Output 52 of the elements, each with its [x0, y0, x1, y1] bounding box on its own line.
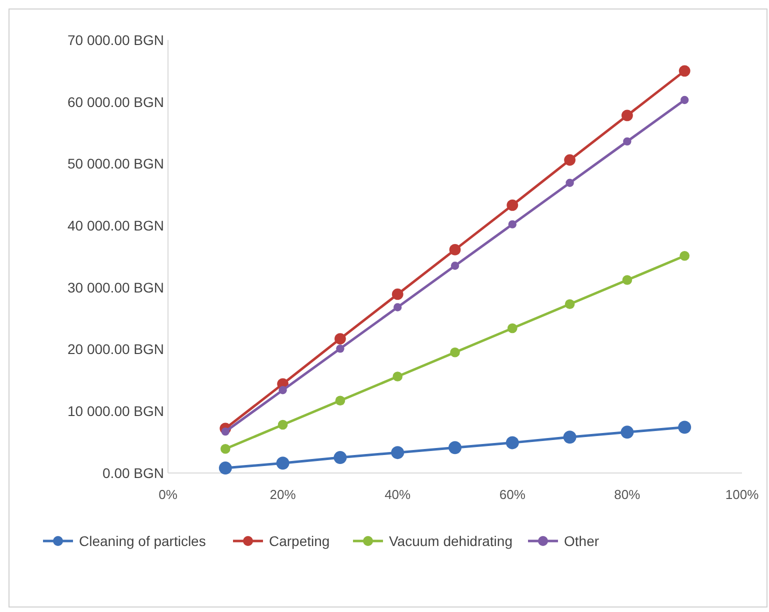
point — [678, 420, 692, 434]
point — [276, 456, 290, 470]
point — [335, 396, 346, 406]
point — [508, 220, 516, 228]
point — [564, 154, 576, 166]
point — [334, 451, 347, 464]
point — [622, 275, 632, 285]
x-tick-label: 0% — [158, 487, 178, 502]
x-tick-label: 60% — [499, 487, 526, 502]
y-tick-label: 10 000.00 BGN — [67, 403, 164, 420]
legend-label: Carpeting — [269, 532, 330, 549]
point — [278, 420, 288, 430]
x-tick-label: 40% — [384, 487, 412, 502]
point — [394, 303, 402, 312]
point — [506, 199, 518, 211]
point — [278, 386, 287, 394]
point — [564, 299, 575, 310]
point — [506, 436, 519, 450]
point — [450, 347, 460, 358]
point — [623, 137, 632, 146]
point — [449, 244, 461, 256]
y-tick-label: 70 000.00 BGN — [67, 32, 164, 48]
y-tick-label: 60 000.00 BGN — [67, 94, 164, 110]
legend-label: Cleaning of particles — [79, 532, 206, 549]
y-tick-label: 30 000.00 BGN — [67, 279, 164, 296]
point — [448, 441, 462, 454]
point — [566, 178, 574, 187]
point — [508, 323, 518, 334]
x-tick-label: 80% — [614, 487, 641, 502]
point — [680, 250, 690, 261]
point — [334, 333, 346, 344]
y-tick-label: 40 000.00 BGN — [67, 217, 164, 234]
legend-label: Other — [564, 532, 600, 549]
point — [563, 430, 576, 444]
point — [392, 288, 404, 300]
point — [392, 372, 402, 382]
point — [336, 344, 344, 353]
point — [620, 426, 634, 439]
point — [450, 262, 460, 270]
y-tick-label: 0.00 BGN — [102, 464, 164, 481]
point — [622, 110, 633, 122]
point — [678, 65, 690, 77]
legend-label: Vacuum dehidrating — [389, 532, 512, 549]
point — [680, 96, 689, 104]
point — [218, 462, 232, 475]
point — [221, 427, 230, 436]
y-tick-label: 50 000.00 BGN — [67, 156, 164, 172]
y-tick-label: 20 000.00 BGN — [67, 341, 164, 358]
point — [391, 446, 404, 460]
point — [220, 444, 230, 454]
x-tick-label: 20% — [270, 487, 296, 502]
x-tick-label: 100% — [725, 487, 760, 502]
